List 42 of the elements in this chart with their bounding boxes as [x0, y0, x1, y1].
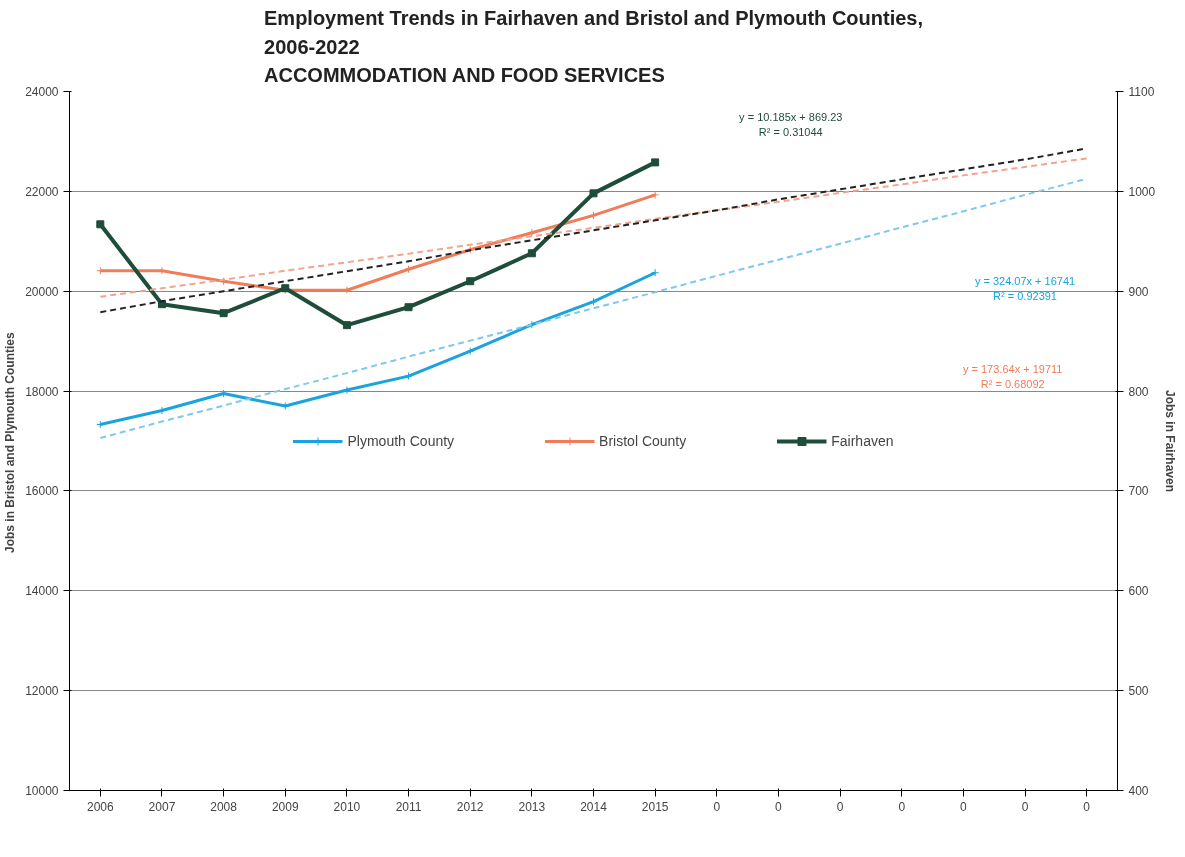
x-tick-label: 2014 — [580, 799, 608, 814]
x-tick-label: 0 — [775, 799, 783, 814]
y2-tick-label: 400 — [1128, 784, 1149, 798]
y2-tick-label: 1000 — [1128, 184, 1156, 199]
legend-label: Fairhaven — [831, 432, 894, 449]
x-tick-label: 2006 — [86, 799, 114, 814]
chart-title: Employment Trends in Fairhaven and Bristol and Plymouth Counties, 2006-2022 ACCOMMODATION AND FOOD SERVICES — [264, 7, 923, 87]
annotation: y = 324.07x + 16741 R² = 0.92391 — [974, 275, 1076, 303]
x-tick-label: 2013 — [518, 799, 546, 814]
legend-label: Bristol County — [599, 432, 687, 449]
y2-tick-label: 800 — [1128, 384, 1149, 399]
y-tick-label: 22000 — [25, 184, 59, 199]
y2-tick-label: 700 — [1128, 484, 1149, 499]
x-tick-label: 2008 — [210, 799, 238, 814]
y2-tick-label: 1100 — [1128, 85, 1155, 99]
annotation: y = 173.64x + 19711 R² = 0.68092 — [962, 362, 1063, 390]
x-tick-label: 0 — [960, 799, 968, 814]
x-tick-label: 2012 — [456, 799, 484, 814]
x-tick-label: 0 — [713, 799, 721, 814]
annotation: y = 10.185x + 869.23 R² = 0.31044 — [739, 110, 843, 138]
x-tick-label: 2007 — [148, 799, 176, 814]
y-tick-label: 18000 — [25, 384, 59, 399]
y2-tick-label: 900 — [1128, 284, 1149, 299]
y2-tick-label: 500 — [1128, 684, 1149, 699]
x-tick-label: 2011 — [395, 799, 422, 814]
y-tick-label: 20000 — [25, 284, 59, 299]
legend-label: Plymouth County — [347, 432, 455, 449]
y-tick-label: 14000 — [25, 584, 59, 599]
x-tick-label: 2015 — [641, 799, 669, 814]
y-axis-title: Jobs in Bristol and Plymouth Counties — [3, 332, 18, 554]
y-tick-label: 24000 — [25, 85, 59, 99]
x-tick-label: 0 — [898, 799, 906, 814]
y-tick-label: 16000 — [25, 484, 59, 499]
y-tick-label: 12000 — [25, 684, 59, 699]
x-tick-label: 2009 — [271, 799, 299, 814]
x-tick-label: 0 — [1021, 799, 1029, 814]
y2-axis-title: Jobs in Fairhaven — [1163, 389, 1178, 493]
y2-tick-label: 600 — [1128, 584, 1149, 599]
x-tick-label: 2010 — [333, 799, 361, 814]
x-tick-label: 0 — [1083, 799, 1091, 814]
y-tick-label: 10000 — [25, 784, 59, 798]
x-tick-label: 0 — [836, 799, 844, 814]
